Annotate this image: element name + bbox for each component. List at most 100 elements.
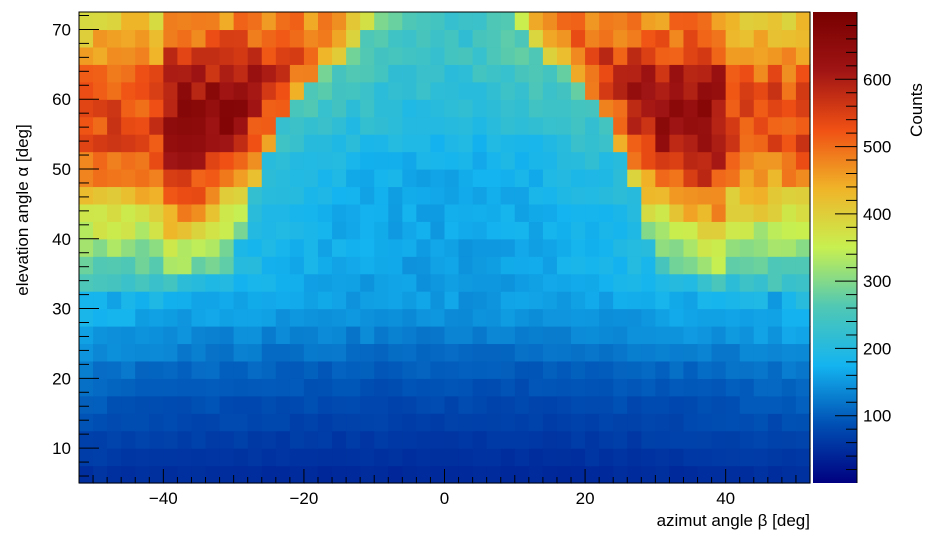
heatmap-cell bbox=[767, 448, 783, 467]
heatmap-cell bbox=[275, 81, 291, 100]
heatmap-cell bbox=[542, 238, 558, 257]
heatmap-cell bbox=[163, 343, 179, 362]
heatmap-cell bbox=[627, 308, 642, 327]
heatmap-cell bbox=[205, 273, 221, 292]
heatmap-cell bbox=[444, 99, 460, 118]
heatmap-cell bbox=[303, 12, 319, 31]
heatmap-cell bbox=[303, 326, 319, 345]
heatmap-cell bbox=[795, 343, 811, 362]
heatmap-cell bbox=[163, 203, 179, 222]
heatmap-cell bbox=[795, 465, 811, 484]
heatmap-cell bbox=[711, 151, 727, 170]
heatmap-cell bbox=[655, 12, 671, 31]
heatmap-cell bbox=[781, 343, 797, 362]
heatmap-cell bbox=[514, 413, 530, 432]
heatmap-cell bbox=[599, 116, 614, 135]
heatmap-cell bbox=[627, 448, 642, 467]
heatmap-cell bbox=[486, 465, 502, 484]
heatmap-cell bbox=[177, 203, 193, 222]
heatmap-cell bbox=[275, 343, 291, 362]
heatmap-cell bbox=[374, 238, 389, 257]
color-scale-bar bbox=[813, 12, 857, 483]
heatmap-cell bbox=[739, 308, 755, 327]
heatmap-cell bbox=[795, 151, 811, 170]
heatmap-cell bbox=[556, 291, 572, 310]
heatmap-cell bbox=[472, 186, 488, 205]
heatmap-cell bbox=[571, 81, 586, 100]
heatmap-cell bbox=[261, 203, 277, 222]
heatmap-cell bbox=[233, 413, 249, 432]
heatmap-cell bbox=[514, 465, 530, 484]
heatmap-cell bbox=[753, 238, 769, 257]
heatmap-cell bbox=[444, 326, 460, 345]
heatmap-cell bbox=[486, 291, 502, 310]
heatmap-cell bbox=[669, 238, 685, 257]
heatmap-cell bbox=[233, 360, 249, 379]
heatmap-cell bbox=[303, 203, 319, 222]
heatmap-cell bbox=[514, 29, 530, 48]
heatmap-cell bbox=[795, 64, 811, 83]
heatmap-cell bbox=[275, 326, 291, 345]
heatmap-cell bbox=[739, 360, 755, 379]
heatmap-cell bbox=[641, 343, 656, 362]
heatmap-cell bbox=[191, 169, 207, 188]
heatmap-cell bbox=[149, 12, 164, 31]
heatmap-cell bbox=[233, 273, 249, 292]
heatmap-cell bbox=[317, 116, 333, 135]
heatmap-cell bbox=[585, 151, 600, 170]
heatmap-cell bbox=[374, 413, 389, 432]
heatmap-cell bbox=[795, 221, 811, 240]
heatmap-cell bbox=[711, 448, 727, 467]
heatmap-cell bbox=[655, 430, 671, 449]
heatmap-cell bbox=[303, 29, 319, 48]
heatmap-cell bbox=[669, 360, 685, 379]
heatmap-cell bbox=[205, 308, 221, 327]
heatmap-cell bbox=[571, 151, 586, 170]
heatmap-cell bbox=[599, 448, 614, 467]
heatmap-cell bbox=[121, 430, 136, 449]
heatmap-cell bbox=[360, 291, 375, 310]
heatmap-cell bbox=[275, 151, 291, 170]
heatmap-cell bbox=[289, 134, 305, 153]
heatmap-cell bbox=[332, 134, 347, 153]
heatmap-cell bbox=[767, 12, 783, 31]
heatmap-cell bbox=[655, 360, 671, 379]
heatmap-cell bbox=[247, 256, 263, 275]
heatmap-cell bbox=[472, 465, 488, 484]
heatmap-cell bbox=[275, 430, 291, 449]
heatmap-cell bbox=[528, 151, 544, 170]
heatmap-cell bbox=[289, 256, 305, 275]
x-tick-label: 20 bbox=[576, 489, 595, 508]
heatmap-cell bbox=[219, 273, 235, 292]
heatmap-cell bbox=[360, 465, 375, 484]
heatmap-cell bbox=[416, 326, 432, 345]
heatmap-cell bbox=[514, 81, 530, 100]
heatmap-cell bbox=[472, 395, 488, 414]
heatmap-cell bbox=[177, 151, 193, 170]
heatmap-cell bbox=[93, 343, 108, 362]
heatmap-cell bbox=[542, 99, 558, 118]
heatmap-cell bbox=[107, 99, 122, 118]
heatmap-cell bbox=[261, 169, 277, 188]
heatmap-cell bbox=[472, 29, 488, 48]
heatmap-cell bbox=[739, 413, 755, 432]
heatmap-cell bbox=[641, 81, 656, 100]
color-scale-tick-label: 400 bbox=[863, 205, 891, 224]
heatmap-cell bbox=[458, 99, 474, 118]
heatmap-cell bbox=[233, 221, 249, 240]
heatmap-cell bbox=[767, 221, 783, 240]
heatmap-cell bbox=[500, 29, 516, 48]
heatmap-cell bbox=[472, 116, 488, 135]
heatmap-cell bbox=[332, 308, 347, 327]
heatmap-cell bbox=[149, 238, 164, 257]
heatmap-cell bbox=[416, 151, 432, 170]
heatmap-cell bbox=[107, 395, 122, 414]
heatmap-cell bbox=[767, 465, 783, 484]
heatmap-cell bbox=[753, 448, 769, 467]
heatmap-cell bbox=[500, 81, 516, 100]
heatmap-cell bbox=[191, 360, 207, 379]
heatmap-cell bbox=[317, 448, 333, 467]
heatmap-cell bbox=[725, 326, 741, 345]
heatmap-cell bbox=[613, 221, 628, 240]
heatmap-cell bbox=[613, 430, 628, 449]
